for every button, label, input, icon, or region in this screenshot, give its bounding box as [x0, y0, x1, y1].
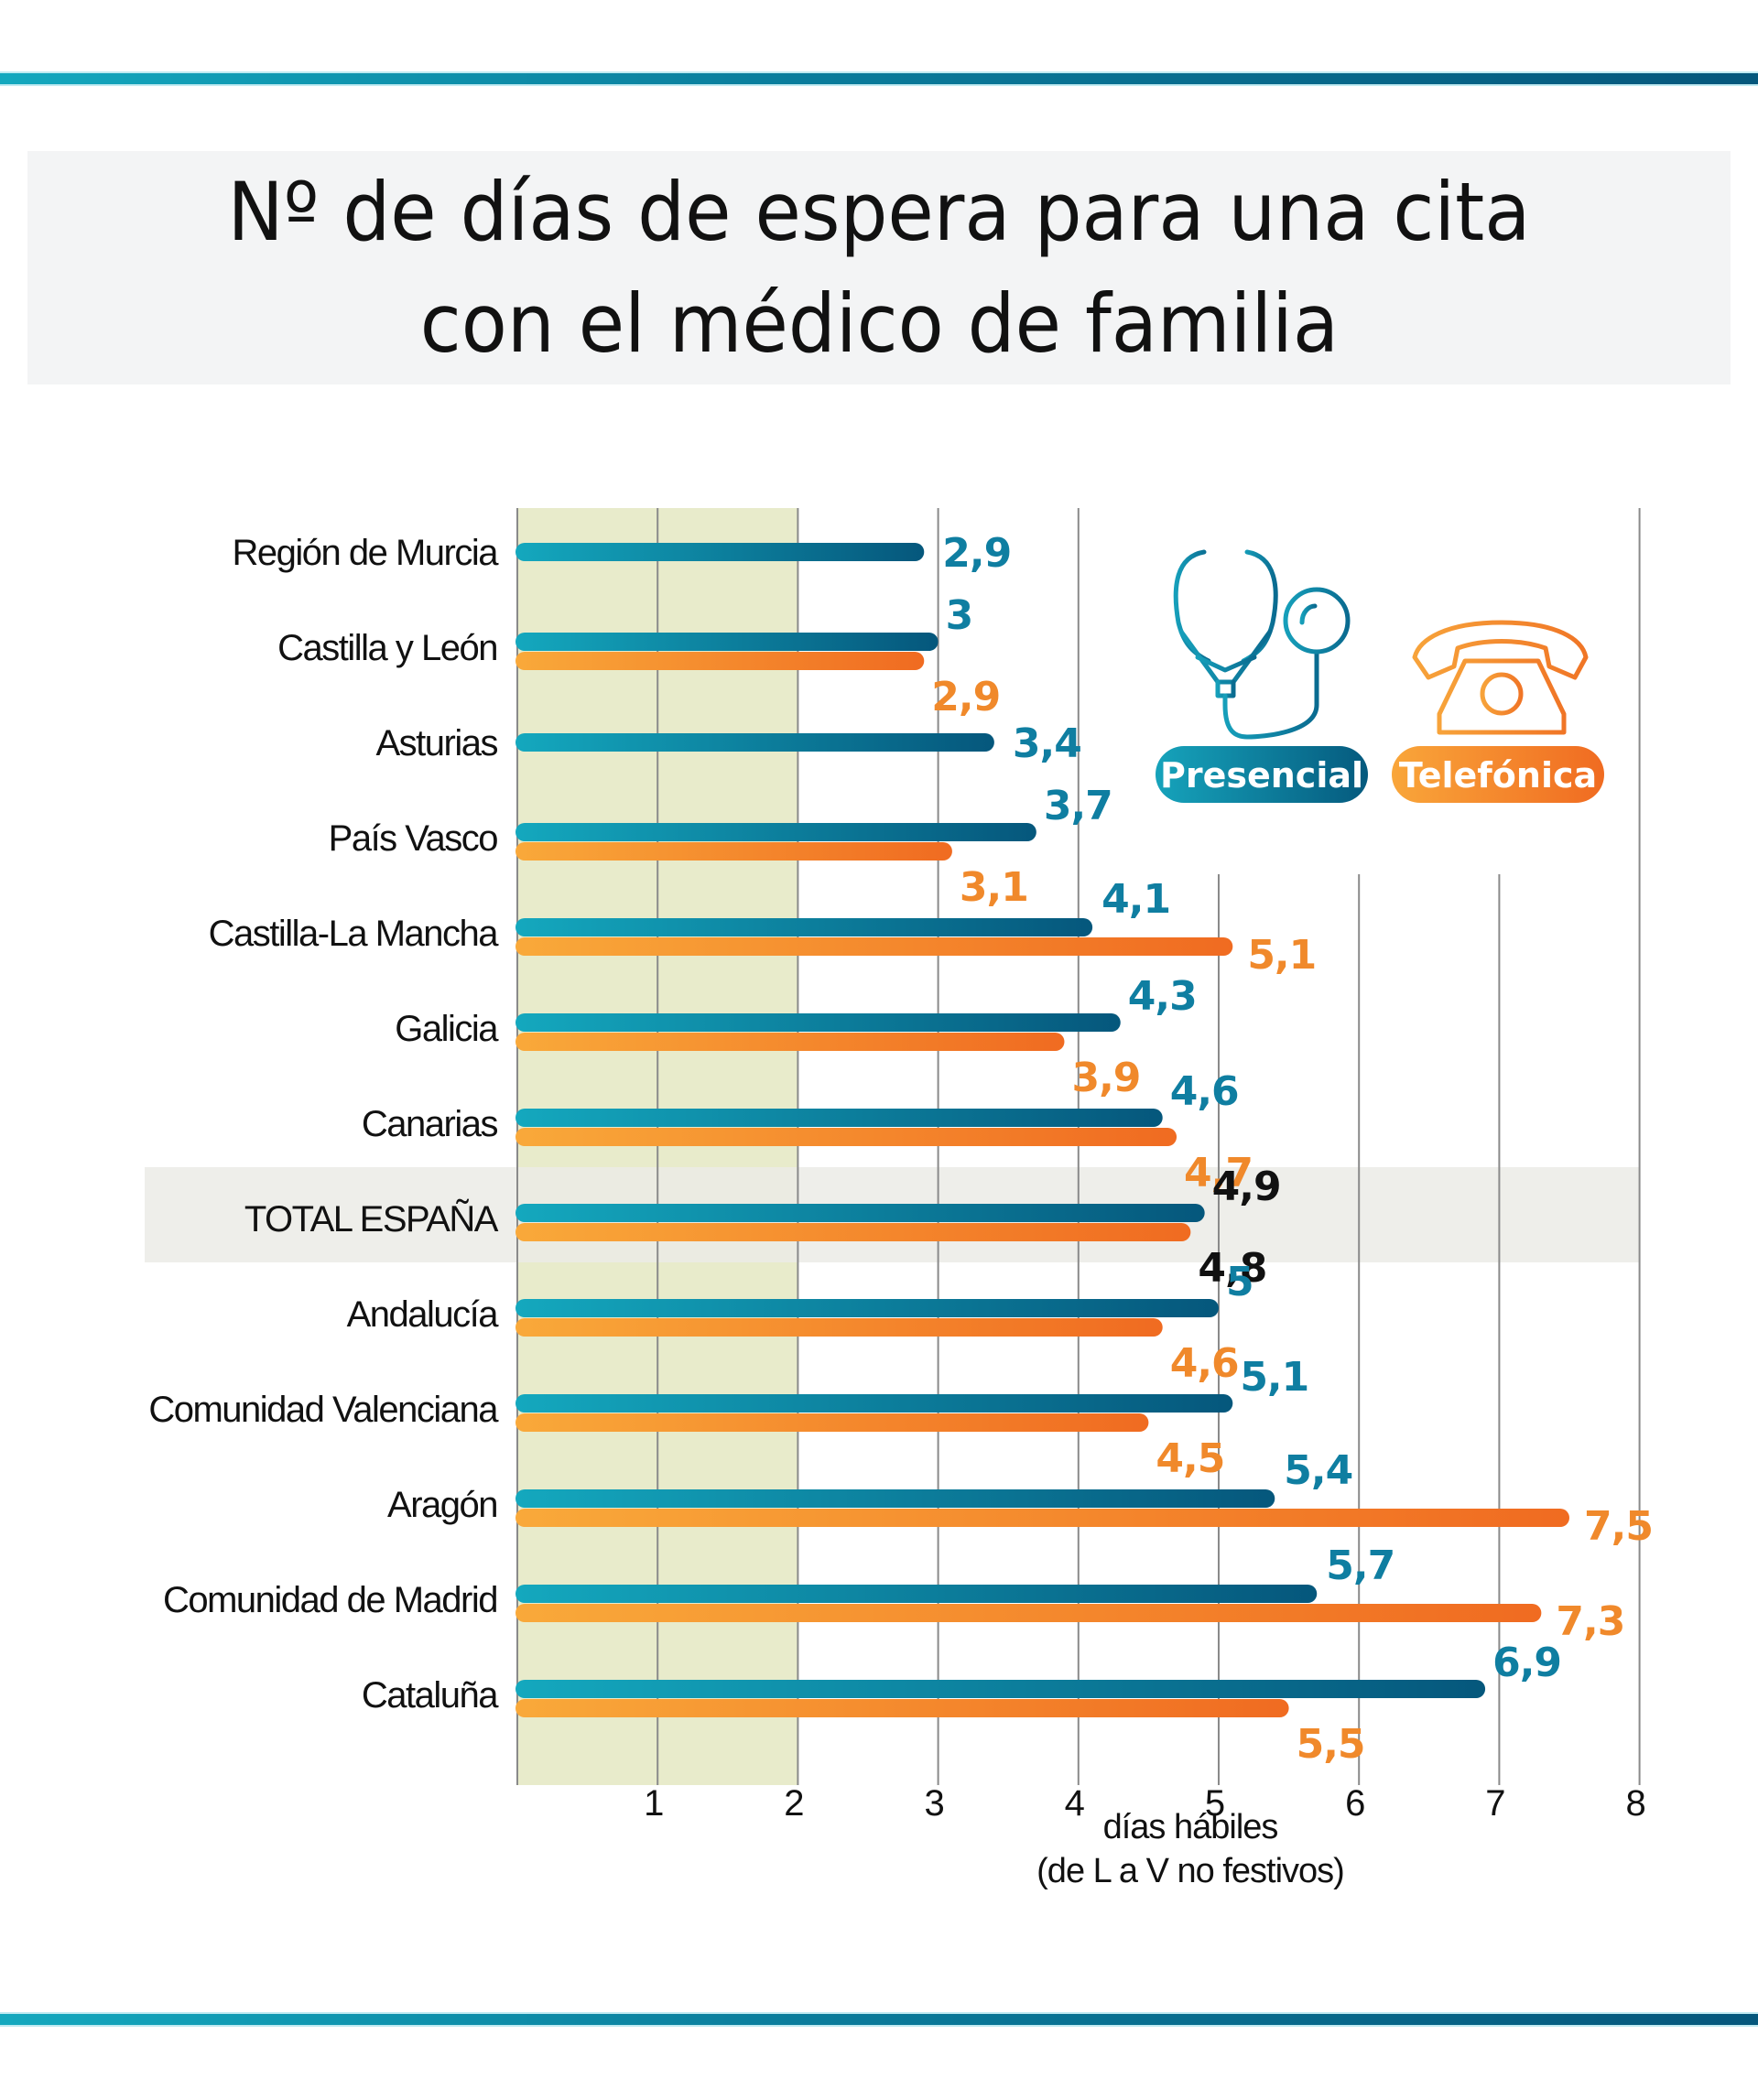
- value-label-telefonica: 7,5: [1584, 1503, 1653, 1550]
- category-label: Canarias: [362, 1104, 498, 1144]
- x-tick-label: 6: [1345, 1783, 1365, 1824]
- legend: Presencial Telefónica: [1156, 549, 1604, 803]
- category-labels: Región de Murcia Castilla y León Asturias P…: [148, 533, 500, 1716]
- value-label-presencial: 4,9: [1212, 1164, 1281, 1210]
- value-label-presencial: 5,1: [1240, 1354, 1308, 1401]
- bar-presencial: [515, 1585, 1318, 1603]
- x-tick-label: 4: [1065, 1783, 1085, 1824]
- value-label-presencial: 4,3: [1128, 973, 1197, 1020]
- bar-presencial: [515, 543, 925, 561]
- bottom-divider: [0, 2014, 1758, 2025]
- value-label-telefonica: 5,5: [1297, 1721, 1365, 1768]
- bars: [515, 543, 1569, 1717]
- category-label: Andalucía: [347, 1294, 500, 1335]
- bar-telefonica: [515, 1413, 1149, 1432]
- category-label: Castilla y León: [277, 628, 497, 668]
- legend-item-presencial: Presencial: [1156, 549, 1368, 803]
- x-tick-label: 2: [784, 1783, 804, 1824]
- bar-presencial: [515, 1204, 1205, 1222]
- value-label-telefonica: 4,7: [1184, 1150, 1253, 1196]
- category-label: Comunidad de Madrid: [163, 1580, 497, 1620]
- category-label: Cataluña: [362, 1675, 499, 1716]
- bar-telefonica: [515, 937, 1233, 956]
- bar-presencial: [515, 1299, 1219, 1317]
- bar-presencial: [515, 1109, 1163, 1127]
- value-label-presencial: 5: [1226, 1259, 1253, 1305]
- category-label: Comunidad Valenciana: [148, 1390, 499, 1430]
- legend-label-telefonica: Telefónica: [1399, 755, 1597, 796]
- value-label-presencial: 3,4: [1013, 720, 1081, 767]
- bar-presencial: [515, 918, 1093, 936]
- bar-presencial: [515, 1680, 1486, 1698]
- x-tick-label: 5: [1205, 1783, 1225, 1824]
- title-panel: Nº de días de espera para una cita con e…: [27, 151, 1731, 384]
- bar-presencial: [515, 633, 939, 651]
- x-tick-label: 1: [644, 1783, 664, 1824]
- x-axis-label-line-2: (de L a V no festivos): [1036, 1852, 1344, 1890]
- bar-presencial: [515, 823, 1036, 841]
- value-label-presencial: 3: [946, 592, 973, 639]
- bar-presencial: [515, 1394, 1233, 1413]
- x-axis-ticks: 1 2 3 4 5 6 7 8: [644, 1783, 1646, 1824]
- bar-telefonica: [515, 1223, 1191, 1241]
- value-label-presencial: 3,7: [1044, 783, 1112, 829]
- x-tick-label: 8: [1625, 1783, 1645, 1824]
- category-label: Región de Murcia: [233, 533, 500, 573]
- bar-telefonica: [515, 1128, 1177, 1146]
- value-label-telefonica: 3,1: [960, 864, 1028, 911]
- value-label-presencial: 5,7: [1326, 1543, 1394, 1589]
- bar-presencial: [515, 1013, 1121, 1032]
- x-axis-label-line-1: días hábiles: [1103, 1808, 1278, 1846]
- value-label-presencial: 5,4: [1284, 1447, 1352, 1494]
- telephone-icon: [1412, 620, 1589, 735]
- gridlines: [516, 508, 1641, 1785]
- category-label: Castilla-La Mancha: [209, 914, 500, 954]
- category-label: Galicia: [395, 1009, 499, 1049]
- bar-telefonica: [515, 842, 952, 861]
- legend-pill-presencial: [1156, 746, 1368, 803]
- value-label-telefonica: 7,3: [1556, 1598, 1624, 1645]
- bar-presencial: [515, 733, 994, 752]
- value-label-telefonica: 4,8: [1198, 1245, 1266, 1292]
- legend-item-telefonica: Telefónica: [1392, 620, 1604, 803]
- bar-telefonica: [515, 652, 925, 670]
- category-label: Asturias: [376, 723, 498, 763]
- value-label-presencial: 2,9: [942, 530, 1011, 577]
- value-label-presencial: 6,9: [1492, 1640, 1561, 1686]
- value-label-telefonica: 2,9: [931, 674, 1000, 720]
- bar-telefonica: [515, 1033, 1065, 1051]
- value-label-presencial: 4,1: [1101, 876, 1170, 923]
- value-labels: 2,9 3 2,9 3,4 3,7 3,1 4,1 5,1 4,3 3,9 4,6 4,74,9 4,8…: [931, 530, 1654, 1768]
- bar-telefonica: [515, 1318, 1163, 1337]
- legend-pill-telefonica: [1392, 746, 1604, 803]
- category-label: TOTAL ESPAÑA: [244, 1198, 499, 1239]
- value-label-telefonica: 4,6: [1170, 1340, 1239, 1387]
- value-label-telefonica: 3,9: [1071, 1055, 1140, 1101]
- category-label: Aragón: [387, 1485, 497, 1525]
- value-label-presencial: 4,6: [1170, 1068, 1239, 1115]
- x-tick-label: 7: [1485, 1783, 1505, 1824]
- top-divider: [0, 73, 1758, 84]
- value-label-telefonica: 4,5: [1156, 1435, 1224, 1482]
- bar-telefonica: [515, 1509, 1569, 1527]
- x-tick-label: 3: [924, 1783, 944, 1824]
- bar-presencial: [515, 1489, 1275, 1508]
- value-label-telefonica: 5,1: [1247, 932, 1316, 979]
- bar-telefonica: [515, 1699, 1289, 1717]
- bar-telefonica: [515, 1604, 1542, 1622]
- category-label: País Vasco: [329, 818, 498, 859]
- stethoscope-icon: [1173, 549, 1351, 740]
- legend-label-presencial: Presencial: [1160, 755, 1363, 796]
- chart-title-line-2: con el médico de familia: [419, 276, 1339, 371]
- chart-title-line-1: Nº de días de espera para una cita: [227, 164, 1531, 259]
